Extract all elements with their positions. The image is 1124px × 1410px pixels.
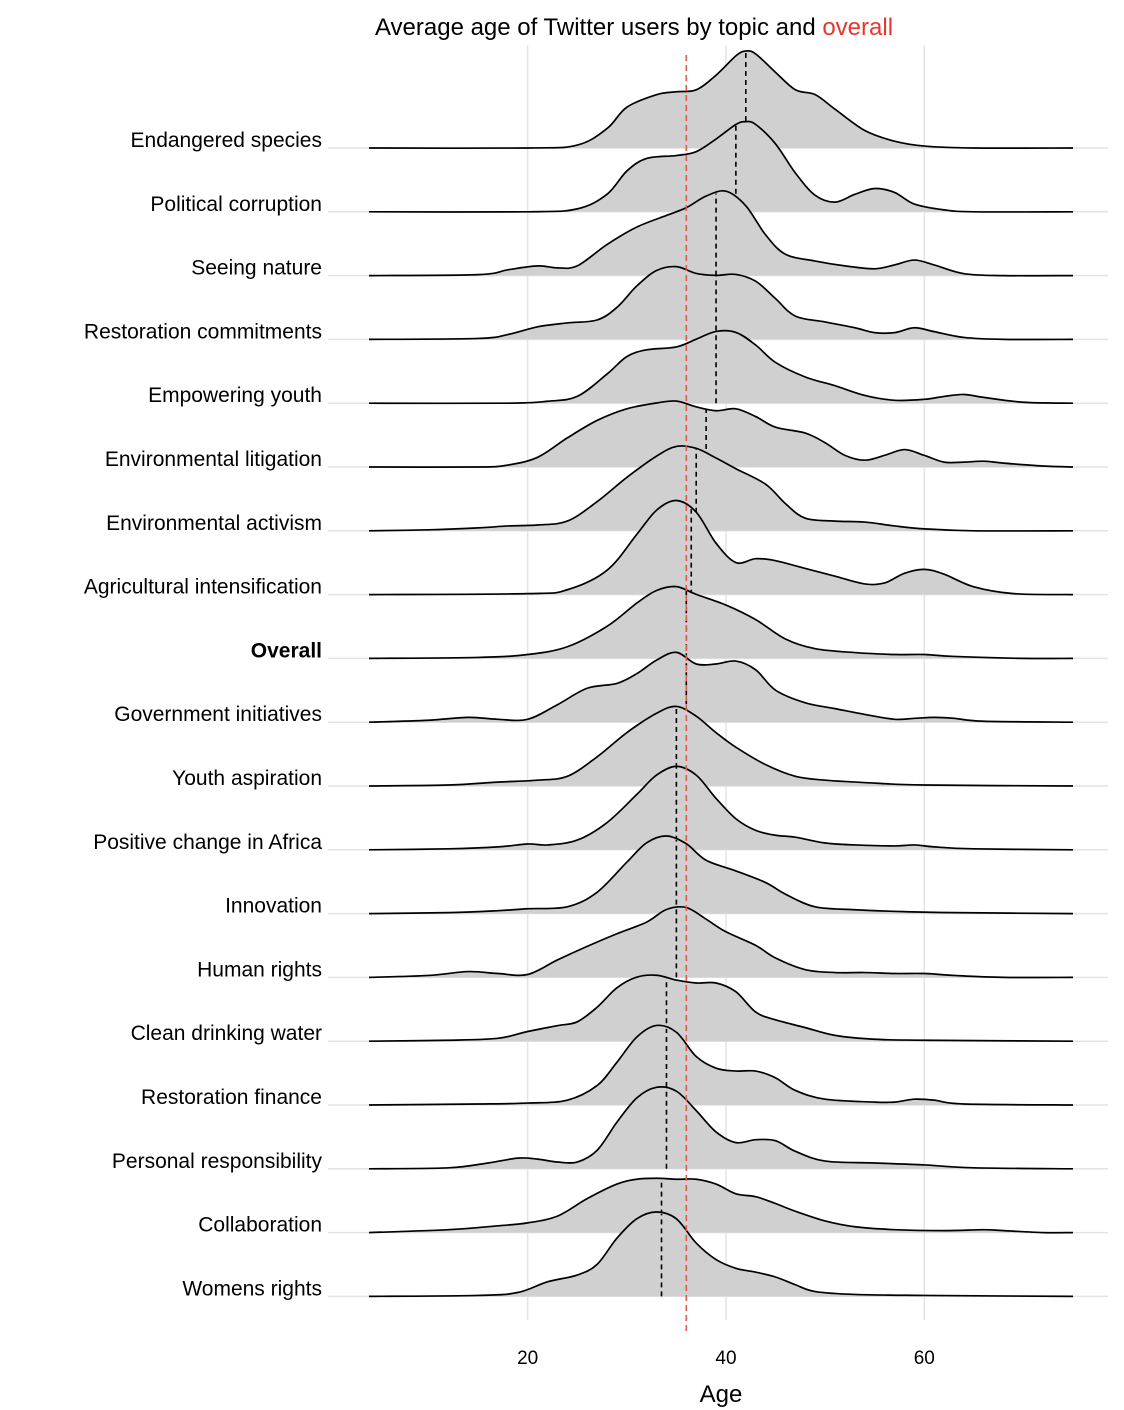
density-area <box>369 190 1073 276</box>
ridge-political-corruption <box>368 120 1074 213</box>
density-curve <box>368 49 1074 150</box>
density-ridges <box>368 49 1074 1298</box>
ridge-human-rights <box>368 905 1074 979</box>
row-label: Restoration commitments <box>84 320 322 343</box>
row-label: Empowering youth <box>148 384 322 407</box>
density-curve <box>368 585 1074 660</box>
row-label: Personal responsibility <box>112 1150 323 1173</box>
x-tick-label: 60 <box>914 1348 935 1369</box>
density-area <box>369 266 1073 340</box>
density-curve <box>368 189 1074 277</box>
chart-title-highlight: overall <box>822 14 893 41</box>
density-area <box>369 975 1073 1042</box>
x-axis: 20 40 60 <box>517 1348 935 1369</box>
density-curve <box>368 400 1074 468</box>
x-tick-label: 40 <box>715 1348 736 1369</box>
density-curve <box>368 329 1074 405</box>
density-area <box>369 586 1073 659</box>
row-label: Government initiatives <box>114 703 322 726</box>
ridge-collaboration <box>368 1177 1074 1234</box>
density-area <box>369 766 1073 850</box>
density-curve <box>368 1086 1074 1170</box>
chart-title: Average age of Twitter users by topic an… <box>375 14 893 41</box>
density-area <box>369 400 1073 468</box>
density-area <box>369 652 1073 723</box>
density-area <box>369 706 1073 786</box>
row-label: Political corruption <box>150 193 322 216</box>
x-axis-title: Age <box>700 1381 743 1408</box>
x-tick-label: 20 <box>517 1348 538 1369</box>
row-label: Clean drinking water <box>131 1022 322 1045</box>
density-area <box>369 50 1073 149</box>
row-label: Womens rights <box>182 1277 322 1300</box>
row-labels: Endangered species Political corruption Se… <box>84 129 323 1300</box>
density-area <box>369 330 1073 404</box>
density-curve <box>368 905 1074 979</box>
density-curve <box>368 1024 1074 1106</box>
row-label: Overall <box>251 639 322 662</box>
ridge-restoration-commitments <box>368 265 1074 341</box>
row-label: Seeing nature <box>191 257 322 280</box>
ridge-innovation <box>368 835 1074 915</box>
ridge-empowering-youth <box>368 329 1074 405</box>
row-label: Agricultural intensification <box>84 576 322 599</box>
density-area <box>369 1086 1073 1169</box>
row-label: Collaboration <box>198 1214 322 1237</box>
density-curve <box>368 1211 1074 1298</box>
row-label: Environmental activism <box>106 512 322 535</box>
density-curve <box>368 705 1074 787</box>
row-label: Youth aspiration <box>172 767 322 790</box>
density-area <box>369 1178 1073 1233</box>
ridge-government-initiatives <box>368 651 1074 724</box>
density-curve <box>368 974 1074 1043</box>
ridge-clean-drinking-water <box>368 974 1074 1043</box>
density-curve <box>368 651 1074 724</box>
ridge-endangered-species <box>368 49 1074 150</box>
density-curve <box>368 120 1074 213</box>
ridge-environmental-litigation <box>368 400 1074 468</box>
density-curve <box>368 765 1074 851</box>
density-area <box>369 500 1073 595</box>
density-curve <box>368 445 1074 532</box>
ridge-positive-change-in-africa <box>368 765 1074 851</box>
ridge-agricultural-intensification <box>368 499 1074 596</box>
row-label: Restoration finance <box>141 1086 322 1109</box>
row-label: Innovation <box>225 895 322 918</box>
row-label: Positive change in Africa <box>93 831 322 854</box>
density-curve <box>368 1177 1074 1234</box>
row-label: Human rights <box>197 958 322 981</box>
ridge-personal-responsibility <box>368 1086 1074 1170</box>
density-area <box>369 906 1073 978</box>
density-area <box>369 1025 1073 1105</box>
row-label: Endangered species <box>131 129 322 152</box>
ridge-overall <box>368 585 1074 660</box>
ridge-womens-rights <box>368 1211 1074 1298</box>
density-area <box>369 1212 1073 1297</box>
density-curve <box>368 835 1074 915</box>
density-area <box>369 445 1073 531</box>
density-curve <box>368 265 1074 341</box>
density-area <box>369 121 1073 213</box>
density-curve <box>368 499 1074 596</box>
density-area <box>369 835 1073 914</box>
ridge-seeing-nature <box>368 189 1074 277</box>
row-label: Environmental litigation <box>105 448 322 471</box>
chart-title-prefix: Average age of Twitter users by topic an… <box>375 14 822 41</box>
